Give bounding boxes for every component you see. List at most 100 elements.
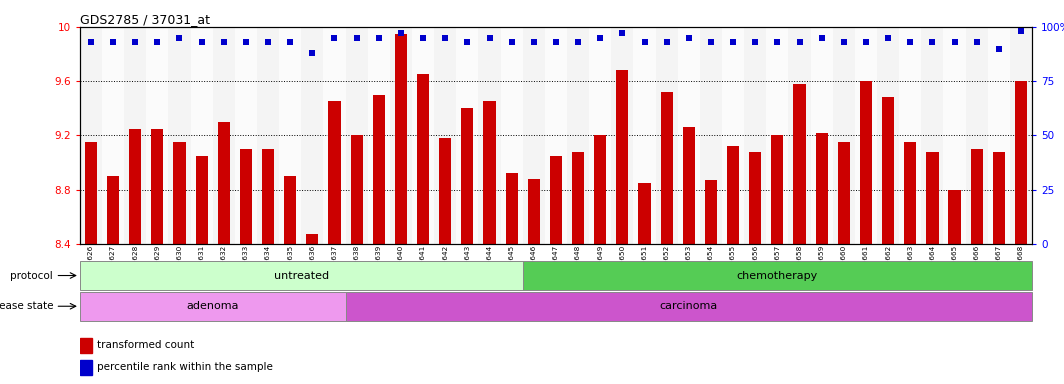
Bar <box>788 27 811 244</box>
Point <box>326 35 343 41</box>
Bar <box>500 27 522 244</box>
Bar <box>417 74 429 244</box>
Bar <box>616 70 629 244</box>
Point <box>547 39 564 45</box>
Bar <box>811 27 833 244</box>
Point <box>702 39 719 45</box>
Point <box>304 50 321 56</box>
Bar <box>173 142 185 244</box>
Bar <box>722 27 744 244</box>
Bar <box>1015 81 1027 244</box>
Bar <box>483 101 496 244</box>
Bar <box>522 261 1032 290</box>
Point <box>946 39 963 45</box>
Text: GDS2785 / 37031_at: GDS2785 / 37031_at <box>80 13 210 26</box>
Bar <box>284 176 296 244</box>
Bar <box>124 27 146 244</box>
Bar <box>190 27 213 244</box>
Bar <box>904 142 916 244</box>
Bar <box>395 34 408 244</box>
Bar <box>589 27 612 244</box>
Point <box>659 39 676 45</box>
Bar <box>80 261 522 290</box>
Bar <box>218 122 230 244</box>
Bar <box>389 27 412 244</box>
Point <box>348 35 365 41</box>
Bar <box>80 338 92 353</box>
Point <box>215 39 232 45</box>
Bar <box>129 129 142 244</box>
Bar <box>993 152 1005 244</box>
Point <box>791 39 808 45</box>
Bar <box>877 27 899 244</box>
Bar <box>1010 27 1032 244</box>
Bar <box>528 179 539 244</box>
Point <box>82 39 99 45</box>
Bar <box>837 142 850 244</box>
Bar <box>833 27 854 244</box>
Bar <box>899 27 921 244</box>
Bar <box>545 27 567 244</box>
Bar <box>151 129 164 244</box>
Bar <box>816 132 828 244</box>
Point <box>526 39 543 45</box>
Bar <box>854 27 877 244</box>
Point <box>393 30 410 36</box>
Bar <box>368 27 389 244</box>
Point <box>968 39 985 45</box>
Point <box>924 39 941 45</box>
Bar <box>168 27 190 244</box>
Point <box>592 35 609 41</box>
Bar <box>239 149 252 244</box>
Bar <box>749 152 762 244</box>
Text: carcinoma: carcinoma <box>660 301 718 311</box>
Point <box>835 39 852 45</box>
Bar <box>102 27 124 244</box>
Point <box>902 39 919 45</box>
Point <box>813 35 830 41</box>
Bar <box>257 27 279 244</box>
Bar <box>921 27 944 244</box>
Bar <box>882 98 894 244</box>
Bar <box>794 84 805 244</box>
Point <box>569 39 586 45</box>
Bar <box>505 173 518 244</box>
Point <box>127 39 144 45</box>
Text: protocol: protocol <box>11 270 53 281</box>
Point <box>481 35 498 41</box>
Point <box>193 39 210 45</box>
Bar <box>567 27 589 244</box>
Bar <box>638 183 650 244</box>
Bar <box>80 360 92 375</box>
Bar <box>439 138 451 244</box>
Point <box>858 39 875 45</box>
Point <box>880 35 897 41</box>
Bar <box>306 234 318 244</box>
Bar <box>80 292 346 321</box>
Bar <box>683 127 695 244</box>
Bar <box>522 27 545 244</box>
Bar <box>612 27 633 244</box>
Bar <box>262 149 275 244</box>
Point <box>260 39 277 45</box>
Bar <box>146 27 168 244</box>
Bar <box>412 27 434 244</box>
Text: percentile rank within the sample: percentile rank within the sample <box>97 362 272 372</box>
Bar <box>434 27 456 244</box>
Bar <box>704 180 717 244</box>
Bar <box>766 27 788 244</box>
Point <box>747 39 764 45</box>
Point <box>237 39 254 45</box>
Bar <box>727 146 739 244</box>
Point <box>769 39 786 45</box>
Bar <box>213 27 235 244</box>
Text: adenoma: adenoma <box>186 301 239 311</box>
Text: untreated: untreated <box>273 270 329 281</box>
Bar <box>572 152 584 244</box>
Bar <box>279 27 301 244</box>
Bar <box>329 101 340 244</box>
Bar <box>346 27 368 244</box>
Point <box>282 39 299 45</box>
Bar <box>479 27 500 244</box>
Bar <box>550 156 562 244</box>
